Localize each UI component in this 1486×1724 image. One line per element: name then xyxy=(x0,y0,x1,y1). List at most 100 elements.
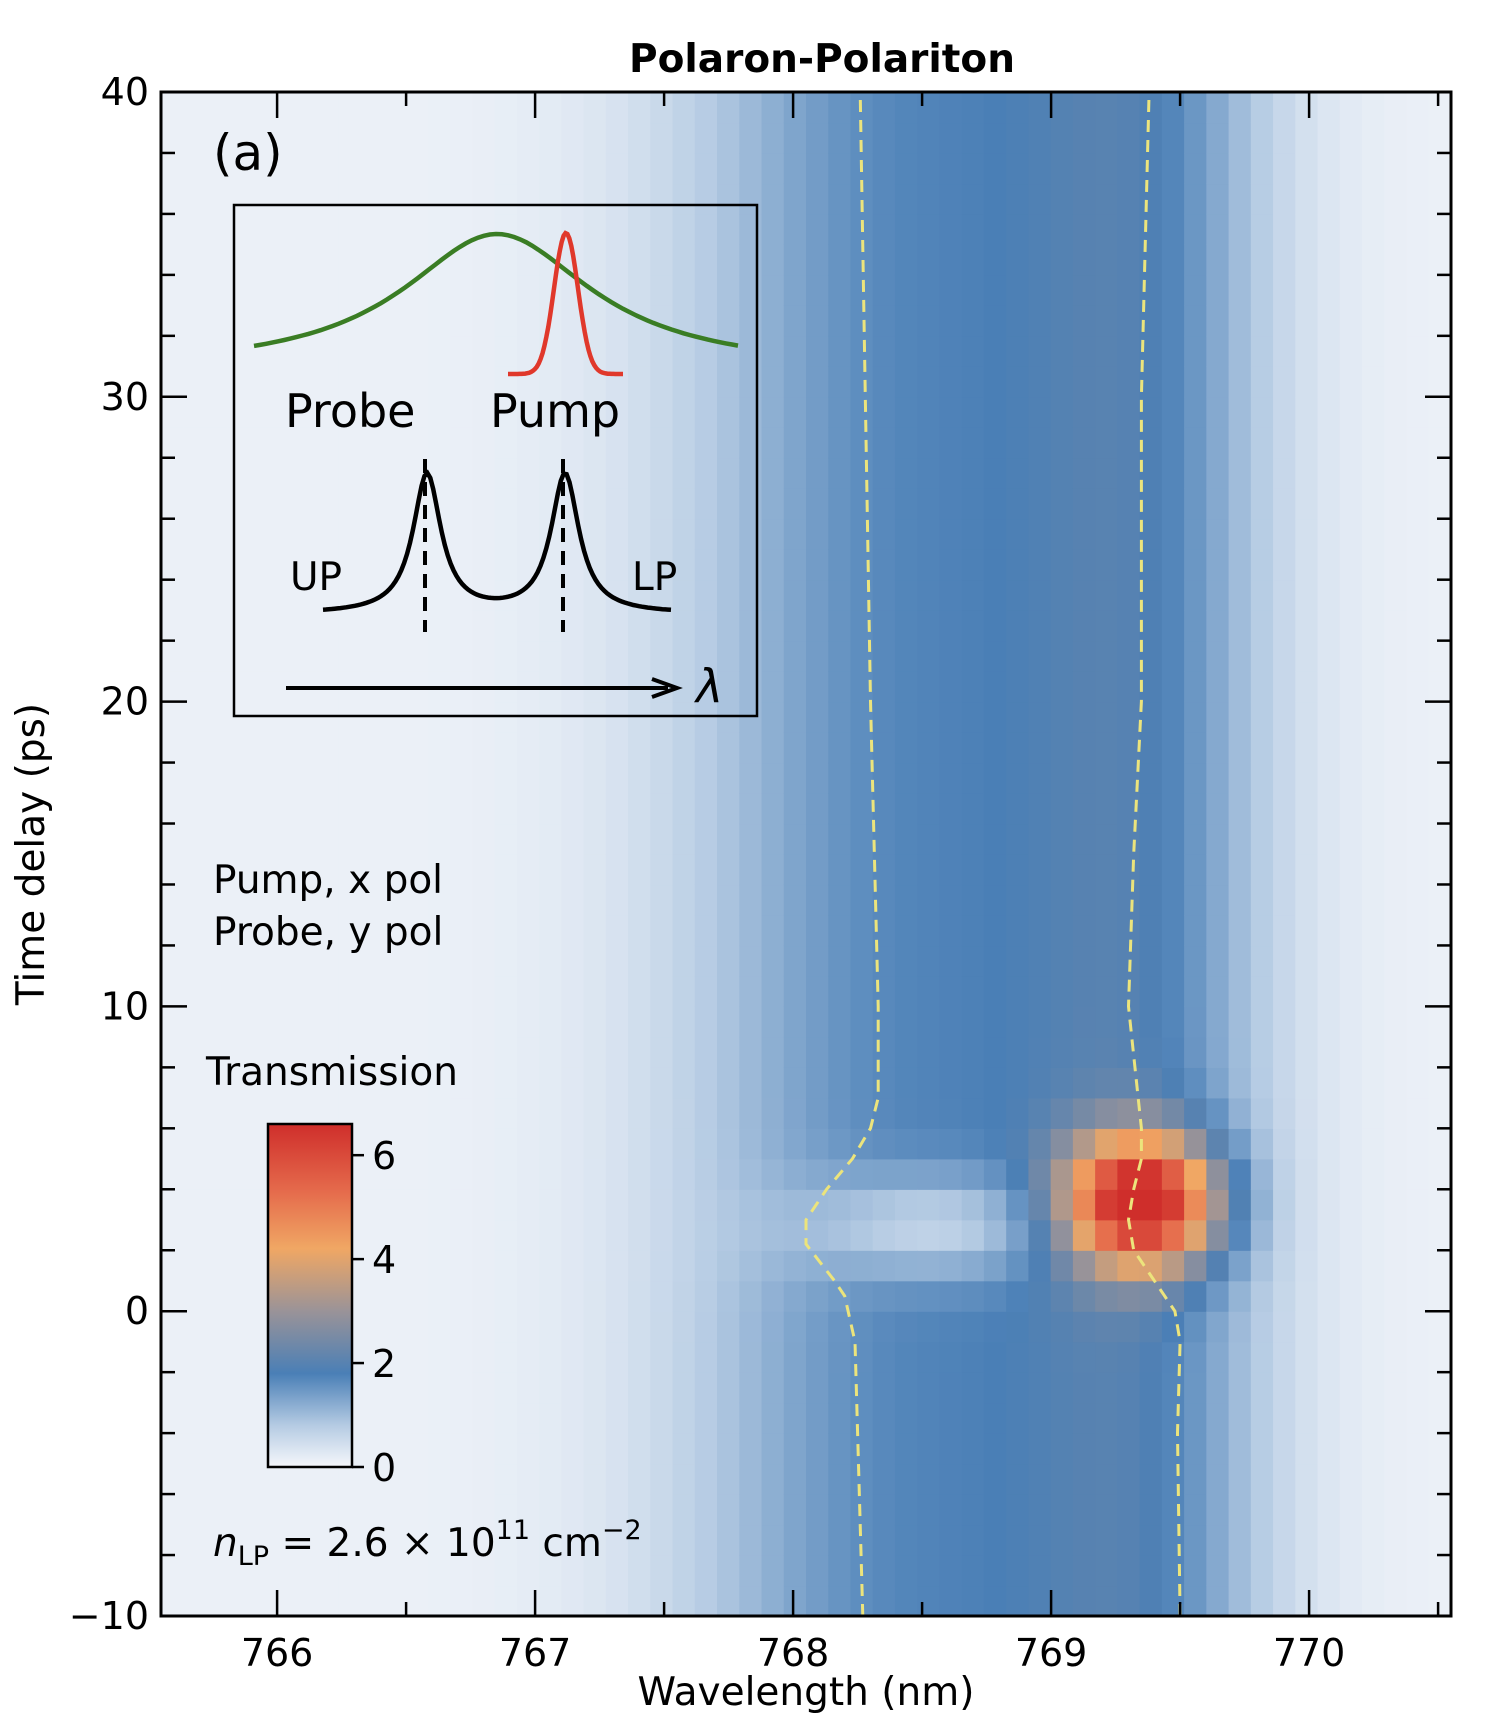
heatmap-cell xyxy=(1317,762,1341,794)
heatmap-cell xyxy=(717,1280,740,1312)
heatmap-cell xyxy=(183,701,207,733)
heatmap-cell xyxy=(717,793,740,825)
heatmap-cell xyxy=(1339,671,1363,703)
heatmap-cell xyxy=(1006,793,1030,825)
heatmap-cell xyxy=(872,1555,896,1587)
heatmap-cell xyxy=(894,1494,918,1526)
heatmap-cell xyxy=(894,244,918,276)
heatmap-cell xyxy=(1406,732,1430,764)
heatmap-cell xyxy=(1095,457,1118,489)
heatmap-cell xyxy=(205,1585,229,1616)
heatmap-cell xyxy=(183,518,207,550)
heatmap-cell xyxy=(427,305,451,337)
heatmap-cell xyxy=(872,884,896,916)
heatmap-cell xyxy=(961,1128,985,1160)
heatmap-cell xyxy=(561,1311,585,1343)
heatmap-cell xyxy=(694,1006,718,1038)
heatmap-cell xyxy=(983,1250,1007,1282)
heatmap-cell xyxy=(516,274,540,306)
heatmap-cell xyxy=(227,183,251,215)
heatmap-cell xyxy=(961,1494,985,1526)
heatmap-cell xyxy=(494,1585,518,1616)
heatmap-cell xyxy=(183,1463,207,1495)
heatmap-cell xyxy=(450,1189,473,1221)
heatmap-cell xyxy=(828,884,852,916)
heatmap-cell xyxy=(561,1402,585,1434)
heatmap-cell xyxy=(983,945,1007,977)
heatmap-cell xyxy=(1006,274,1030,306)
heatmap-cell xyxy=(739,213,763,245)
heatmap-cell xyxy=(872,152,896,185)
heatmap-cell xyxy=(739,305,763,337)
heatmap-cell xyxy=(783,335,807,367)
heatmap-cell xyxy=(917,335,941,367)
heatmap-cell xyxy=(828,1494,852,1526)
heatmap-cell xyxy=(672,884,696,916)
heatmap-cell xyxy=(1139,1097,1163,1129)
heatmap-cell xyxy=(1184,610,1207,642)
heatmap-cell xyxy=(872,518,896,550)
heatmap-cell xyxy=(294,732,318,764)
heatmap-cell xyxy=(939,366,963,398)
heatmap-cell xyxy=(450,1006,473,1038)
heatmap-cell xyxy=(1228,1067,1252,1099)
heatmap-cell xyxy=(872,701,896,733)
heatmap-cell xyxy=(917,1311,941,1343)
heatmap-cell xyxy=(1206,427,1230,459)
heatmap-cell xyxy=(272,122,296,154)
heatmap-cell xyxy=(227,884,251,916)
heatmap-cell xyxy=(405,579,429,611)
heatmap-cell xyxy=(405,183,429,215)
heatmap-cell xyxy=(783,1555,807,1587)
heatmap-cell xyxy=(1050,549,1074,581)
heatmap-cell xyxy=(761,975,785,1007)
heatmap-cell xyxy=(605,1097,629,1129)
heatmap-cell xyxy=(1006,518,1030,550)
heatmap-cell xyxy=(1250,701,1274,733)
heatmap-cell xyxy=(1006,1311,1030,1343)
heatmap-cell xyxy=(583,1402,607,1434)
heatmap-cell xyxy=(1028,884,1052,916)
heatmap-cell xyxy=(427,762,451,794)
heatmap-cell xyxy=(917,823,941,855)
heatmap-cell xyxy=(1295,427,1319,459)
heatmap-cell xyxy=(1317,701,1341,733)
heatmap-cell xyxy=(183,396,207,428)
heatmap-cell xyxy=(583,244,607,276)
heatmap-cell xyxy=(205,1555,229,1587)
heatmap-cell xyxy=(1384,457,1408,489)
heatmap-cell xyxy=(783,1280,807,1312)
heatmap-cell xyxy=(1139,1219,1163,1251)
heatmap-cell xyxy=(427,152,451,185)
heatmap-cell xyxy=(872,1250,896,1282)
heatmap-cell xyxy=(1184,1219,1207,1251)
heatmap-cell xyxy=(227,396,251,428)
heatmap-cell xyxy=(516,610,540,642)
heatmap-cell xyxy=(1273,945,1296,977)
heatmap-cell xyxy=(383,1494,407,1526)
heatmap-cell xyxy=(739,1311,763,1343)
heatmap-cell xyxy=(1072,854,1096,886)
heatmap-cell xyxy=(1184,945,1207,977)
heatmap-cell xyxy=(1184,640,1207,672)
heatmap-cell xyxy=(1273,183,1296,215)
heatmap-cell xyxy=(1273,549,1296,581)
heatmap-cell xyxy=(205,610,229,642)
heatmap-cell xyxy=(917,152,941,185)
heatmap-cell xyxy=(1072,335,1096,367)
heatmap-cell xyxy=(1117,610,1141,642)
heatmap-cell xyxy=(917,518,941,550)
heatmap-cell xyxy=(1406,1433,1430,1465)
heatmap-cell xyxy=(561,1219,585,1251)
heatmap-cell xyxy=(806,1067,829,1099)
heatmap-cell xyxy=(1139,1433,1163,1465)
heatmap-cell xyxy=(205,1189,229,1221)
heatmap-cell xyxy=(1250,457,1274,489)
heatmap-cell xyxy=(1095,1585,1118,1616)
heatmap-cell xyxy=(1317,1067,1341,1099)
heatmap-cell xyxy=(494,152,518,185)
heatmap-cell xyxy=(405,1433,429,1465)
heatmap-cell xyxy=(361,610,385,642)
heatmap-cell xyxy=(761,518,785,550)
heatmap-cell xyxy=(494,1158,518,1190)
